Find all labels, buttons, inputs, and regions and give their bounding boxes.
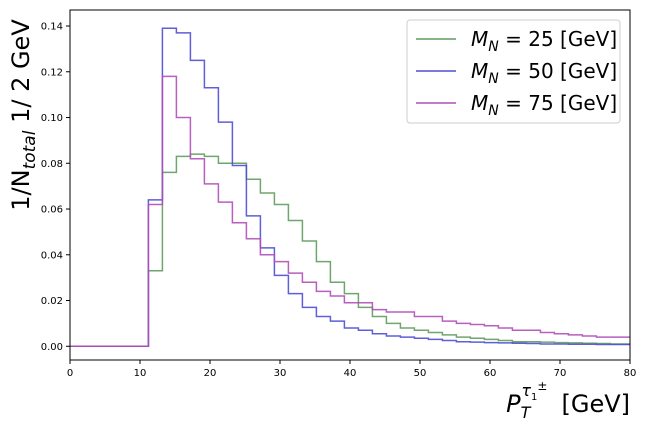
x-tick-label: 80 — [624, 368, 637, 379]
legend-item-mn25: MN = 25 [GeV] — [416, 27, 617, 55]
y-tick-label: 0.00 — [41, 342, 63, 353]
y-tick-label: 0.14 — [41, 22, 63, 33]
legend-box — [406, 19, 621, 124]
y-tick-label: 0.12 — [41, 67, 63, 78]
y-tick-label: 0.08 — [41, 159, 63, 170]
x-tick-label: 0 — [67, 368, 73, 379]
y-tick-label: 0.04 — [41, 250, 63, 261]
legend-label-mn75: MN = 75 [GeV] — [471, 91, 617, 119]
legend-item-mn75: MN = 75 [GeV] — [416, 91, 617, 119]
x-tick-label: 20 — [204, 368, 217, 379]
y-tick-label: 0.02 — [41, 296, 63, 307]
x-axis-label-sup-pm: ± — [537, 379, 547, 393]
legend-label-mn25: MN = 25 [GeV] — [471, 27, 617, 55]
x-tick-label: 70 — [554, 368, 567, 379]
x-axis-label-sup-tau: τ — [521, 381, 531, 400]
legend-item-mn50: MN = 50 [GeV] — [416, 59, 617, 87]
y-tick-label: 0.06 — [41, 205, 63, 216]
x-axis-label-sub: T — [521, 403, 532, 422]
y-axis-label-sub: total — [20, 130, 40, 169]
x-axis-label-unit: [GeV] — [561, 390, 630, 418]
legend: MN = 25 [GeV] MN = 50 [GeV] MN = 75 [GeV… — [406, 19, 621, 124]
x-axis-label: PTτ1± [GeV] — [506, 379, 630, 422]
y-tick-label: 0.10 — [41, 113, 63, 124]
x-axis-label-sup-tau-sub: 1 — [531, 392, 537, 403]
x-tick-label: 50 — [414, 368, 427, 379]
x-tick-label: 40 — [344, 368, 357, 379]
x-tick-label: 10 — [134, 368, 147, 379]
x-tick-label: 60 — [484, 368, 497, 379]
series-line-2 — [70, 27, 630, 348]
series-line-1 — [70, 153, 630, 348]
y-axis-ticks: 0.00 0.02 0.04 0.06 0.08 0.10 0.12 0.14 — [41, 22, 70, 353]
x-axis-label-p: P — [506, 390, 521, 418]
series-layer — [70, 27, 630, 348]
legend-label-mn50: MN = 50 [GeV] — [471, 59, 617, 87]
y-axis-label-prefix: 1/N — [7, 169, 35, 210]
y-axis-label: 1/Ntotal 1/ 2 GeV — [7, 19, 40, 211]
y-axis-label-suffix: 1/ 2 GeV — [7, 19, 35, 131]
x-tick-label: 30 — [274, 368, 287, 379]
series-line-3 — [70, 75, 630, 348]
x-axis-ticks: 0 10 20 30 40 50 60 70 80 — [67, 360, 637, 379]
